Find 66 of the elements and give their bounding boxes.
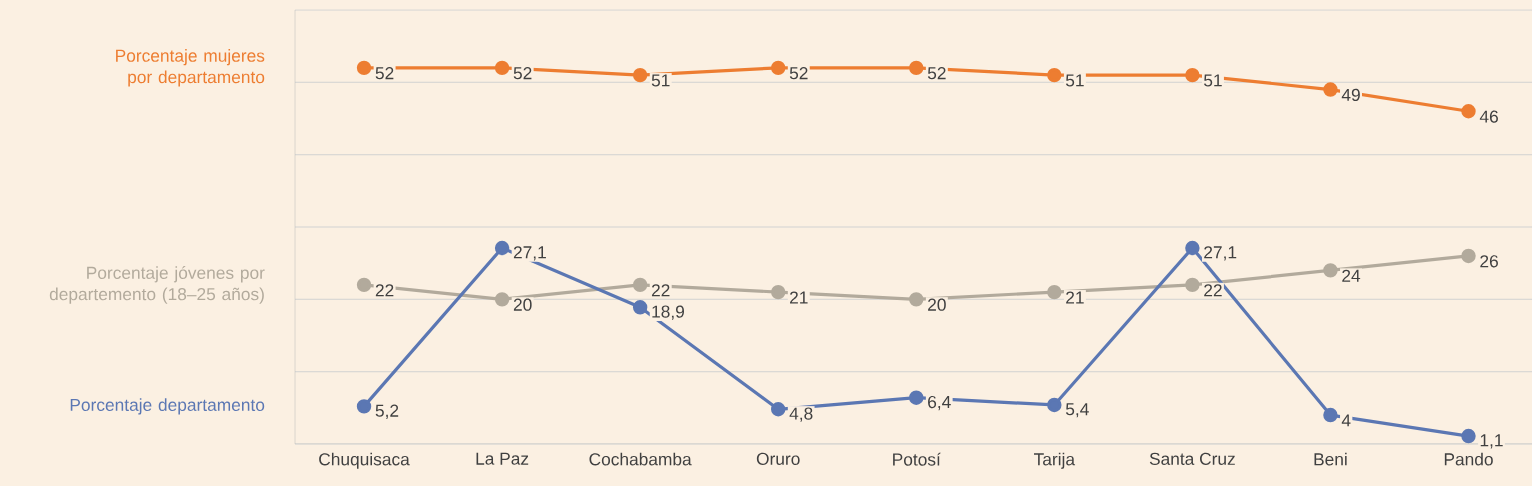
point: [356, 60, 372, 76]
point: [494, 240, 510, 256]
x-tick-label: La Paz: [476, 452, 529, 465]
data-label: 5,2: [375, 404, 399, 419]
point: [909, 390, 924, 405]
text: Porcentaje mujeres por departamento: [116, 49, 265, 87]
x-tick-label: Oruro: [756, 452, 800, 465]
data-label: 5,4: [1065, 403, 1089, 418]
data-label: 22: [1204, 284, 1222, 297]
data-label: 24: [1342, 269, 1361, 282]
data-label: 49: [1341, 88, 1360, 102]
point: [494, 60, 510, 76]
point: [356, 277, 372, 293]
x-tick-label: Chuquisaca: [319, 452, 410, 469]
x-tick-label: Pando: [1444, 452, 1493, 466]
data-label: 21: [1066, 291, 1084, 304]
data-label: 52: [513, 67, 532, 80]
x-tick-label: Potosí: [893, 452, 941, 466]
point: [632, 67, 648, 83]
x-tick-label: Cochabamba: [589, 452, 692, 466]
point: [1185, 277, 1200, 293]
point: [632, 277, 648, 293]
data-label: 51: [1204, 74, 1222, 87]
point: [1047, 397, 1062, 413]
point: [771, 284, 786, 300]
data-label: 46: [1479, 110, 1498, 123]
data-label: 27,1: [513, 246, 546, 261]
data-label: 26: [1480, 255, 1498, 268]
point: [1047, 284, 1062, 300]
data-label: 6,4: [928, 395, 951, 411]
point: [1323, 263, 1338, 278]
data-label: 20: [513, 298, 532, 311]
point: [771, 402, 786, 417]
point: [909, 292, 924, 307]
data-label: 51: [651, 74, 670, 87]
point: [1047, 67, 1062, 83]
data-label: 4,8: [789, 407, 813, 422]
point: [356, 399, 372, 414]
point: [1185, 240, 1200, 256]
x-tick-label: Beni: [1314, 452, 1347, 466]
point: [909, 60, 924, 76]
point: [1185, 67, 1200, 83]
data-label: 1,1: [1480, 434, 1503, 449]
data-label: 20: [928, 298, 946, 311]
point: [1461, 248, 1476, 264]
point: [1461, 428, 1476, 444]
data-label: 18,9: [652, 305, 684, 320]
data-label: 22: [375, 284, 394, 297]
data-label: 52: [375, 67, 394, 80]
data-label: 51: [1065, 74, 1084, 87]
data-label: 22: [651, 284, 670, 297]
point: [632, 300, 648, 315]
point: [1461, 104, 1476, 119]
data-label: 27,1: [1204, 246, 1237, 261]
x-tick-label: Santa Cruz: [1149, 452, 1235, 465]
point: [1323, 407, 1338, 423]
data-label: 52: [789, 67, 808, 80]
text: Porcentaje jóvenes por departemento (18–25 años): [49, 266, 265, 304]
text: Porcentaje departamento: [70, 398, 265, 415]
data-label: 21: [790, 291, 808, 304]
point: [494, 292, 510, 307]
point: [771, 60, 786, 76]
x-tick-label: Tarija: [1034, 452, 1076, 469]
point: [1323, 82, 1338, 97]
data-label: 4: [1341, 414, 1351, 427]
data-label: 52: [927, 67, 946, 80]
